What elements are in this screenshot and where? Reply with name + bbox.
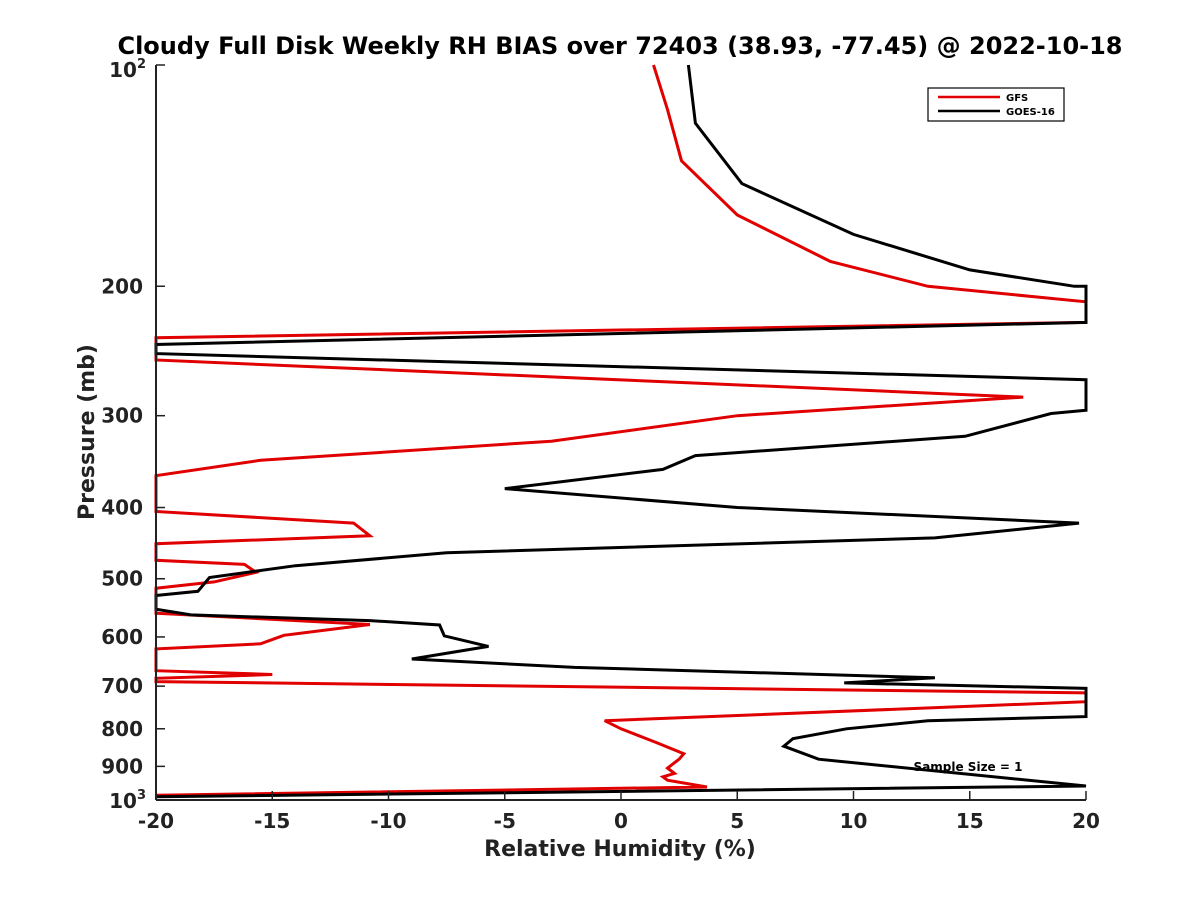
y-tick-label: 900	[101, 754, 143, 778]
x-tick-label: 5	[730, 809, 744, 833]
sample-size-annotation: Sample Size = 1	[914, 760, 1023, 774]
ticks: -20 -15 -10 -5 0 5 10 15 20 102 200 300 400 500 600 700…	[101, 57, 1100, 833]
y-tick-label: 600	[101, 625, 143, 649]
chart-title: Cloudy Full Disk Weekly RH BIAS over 724…	[117, 32, 1122, 60]
y-tick-label: 200	[101, 274, 143, 298]
x-axis-label: Relative Humidity (%)	[484, 837, 756, 862]
y-tick-label: 103	[109, 788, 146, 813]
series-line-gfs	[154, 64, 1088, 797]
y-tick-label: 102	[109, 57, 146, 82]
x-tick-label: 20	[1072, 809, 1100, 833]
y-axis-label: Pressure (mb)	[75, 344, 100, 520]
legend-label-gfs: GFS	[1006, 93, 1028, 104]
x-tick-label: 15	[956, 809, 984, 833]
series-layer	[154, 64, 1088, 799]
legend: GFS GOES-16	[927, 87, 1065, 122]
x-tick-label: 0	[614, 809, 628, 833]
legend-label-goes16: GOES-16	[1006, 107, 1055, 118]
series-line-goes-16	[154, 64, 1088, 799]
x-tick-label: -15	[254, 809, 290, 833]
y-tick-label: 400	[101, 496, 143, 520]
x-tick-label: -5	[494, 809, 516, 833]
x-tick-label: -20	[138, 809, 174, 833]
y-tick-label: 800	[101, 717, 143, 741]
y-tick-label: 300	[101, 404, 143, 428]
y-tick-label: 700	[101, 674, 143, 698]
x-tick-label: -10	[370, 809, 406, 833]
legend-box	[927, 87, 1065, 122]
x-tick-label: 10	[840, 809, 868, 833]
y-tick-label: 500	[101, 567, 143, 591]
